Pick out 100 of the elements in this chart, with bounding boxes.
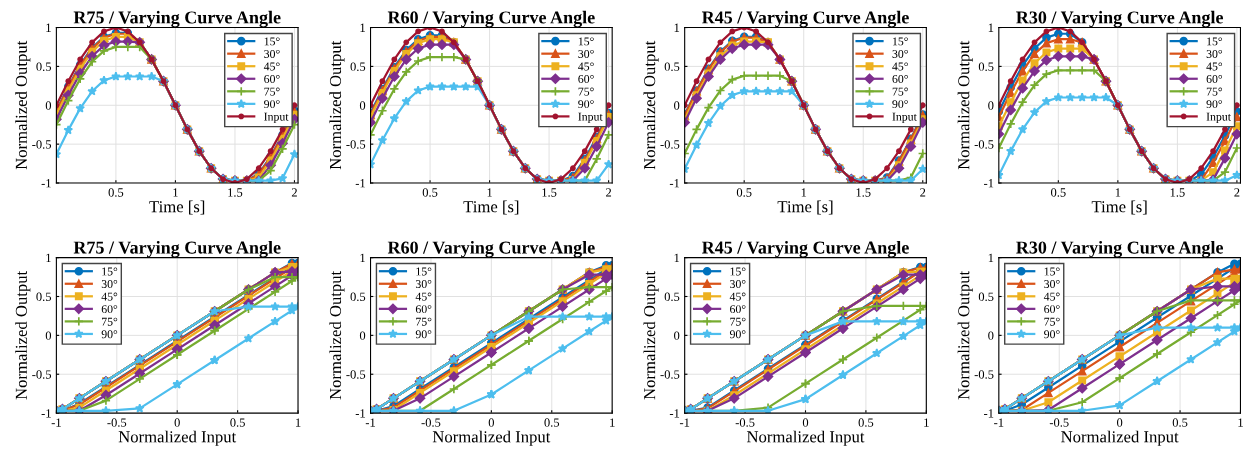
legend-label: 90° bbox=[415, 330, 432, 339]
legend-label: 75° bbox=[1044, 317, 1060, 326]
legend-label: 75° bbox=[416, 317, 432, 326]
x-tick-label: 1 bbox=[610, 418, 615, 427]
y-tick-label: -1 bbox=[669, 409, 680, 418]
y-tick-label: 1 bbox=[674, 23, 680, 32]
legend-label: 45° bbox=[1206, 62, 1223, 71]
y-tick-label: -1 bbox=[669, 179, 680, 188]
y-axis-title: Normalized Output bbox=[329, 40, 345, 170]
y-tick-label: -0.5 bbox=[346, 370, 366, 379]
y-tick-label: -1 bbox=[984, 409, 994, 418]
legend-label: 30° bbox=[101, 280, 118, 289]
legend-label: 75° bbox=[730, 317, 746, 326]
legend-label: 15° bbox=[264, 37, 280, 46]
legend-label: 30° bbox=[892, 49, 908, 58]
x-tick-label: 0.5 bbox=[544, 418, 560, 427]
y-tick-label: 0 bbox=[45, 331, 52, 340]
y-tick-label: 0 bbox=[674, 101, 680, 110]
x-tick-label: -0.5 bbox=[1049, 418, 1069, 427]
legend-label: 45° bbox=[578, 62, 594, 71]
legend-label: 45° bbox=[1043, 292, 1060, 301]
y-tick-label: 0.5 bbox=[350, 292, 366, 302]
legend-label: 60° bbox=[101, 305, 118, 314]
x-tick-label: 1 bbox=[1238, 418, 1243, 427]
y-tick-label: 0.5 bbox=[978, 292, 994, 302]
x-axis-title: Normalized Input bbox=[746, 430, 865, 446]
legend-label: 90° bbox=[101, 330, 118, 339]
y-tick-label: -0.5 bbox=[660, 370, 680, 379]
legend-label: 60° bbox=[892, 75, 908, 84]
x-axis-title: Normalized Input bbox=[1061, 430, 1179, 446]
x-tick-label: -1 bbox=[994, 418, 1004, 427]
legend-label: 90° bbox=[729, 330, 746, 339]
x-tick-label: 0 bbox=[488, 418, 494, 427]
y-tick-label: 1 bbox=[46, 23, 51, 32]
legend-label: 45° bbox=[892, 62, 908, 71]
chart-title: R75 / Varying Curve Angle bbox=[73, 240, 281, 258]
legend-label: Input bbox=[892, 112, 917, 124]
x-tick-label: 0.5 bbox=[230, 418, 245, 427]
y-tick-label: 1 bbox=[674, 253, 680, 262]
x-tick-label: 2 bbox=[606, 188, 612, 197]
y-tick-label: -0.5 bbox=[974, 370, 994, 379]
y-tick-label: 0 bbox=[988, 101, 994, 110]
y-tick-label: 0.5 bbox=[350, 62, 366, 71]
legend-label: 45° bbox=[415, 292, 432, 301]
y-axis-title: Normalized Output bbox=[329, 270, 345, 400]
legend-label: Input bbox=[264, 112, 289, 124]
legend-label: 60° bbox=[1044, 305, 1060, 314]
x-axis-title: Time [s] bbox=[463, 200, 519, 215]
legend-label: 15° bbox=[102, 267, 118, 276]
y-tick-label: 0.5 bbox=[664, 62, 680, 71]
chart-title: R30 / Varying Curve Angle bbox=[1016, 10, 1224, 28]
chart-title: R60 / Varying Curve Angle bbox=[387, 10, 595, 28]
y-tick-label: -1 bbox=[355, 409, 365, 418]
y-tick-label: -1 bbox=[355, 179, 365, 188]
legend-label: 90° bbox=[1206, 100, 1223, 109]
x-tick-label: -0.5 bbox=[735, 418, 755, 427]
y-tick-label: -0.5 bbox=[32, 370, 52, 379]
chart-title: R45 / Varying Curve Angle bbox=[701, 240, 909, 258]
chart-title: R45 / Varying Curve Angle bbox=[701, 10, 909, 28]
legend-label: 45° bbox=[101, 292, 118, 301]
legend-label: 30° bbox=[415, 280, 432, 289]
x-axis-title: Time [s] bbox=[777, 200, 833, 215]
x-tick-label: 0.5 bbox=[736, 188, 752, 197]
y-tick-label: 0.5 bbox=[978, 62, 994, 71]
legend-label: 30° bbox=[264, 49, 280, 58]
legend-label: 90° bbox=[578, 100, 594, 109]
y-axis-title: Normalized Output bbox=[957, 40, 973, 170]
legend-label: 75° bbox=[578, 87, 594, 96]
chart-title: R75 / Varying Curve Angle bbox=[73, 10, 281, 28]
legend-label: 60° bbox=[1206, 75, 1223, 84]
x-tick-label: 2 bbox=[920, 188, 926, 197]
x-tick-label: 0.5 bbox=[858, 418, 874, 427]
legend-label: 60° bbox=[730, 305, 746, 314]
legend-label: 15° bbox=[578, 37, 594, 46]
y-tick-label: 0 bbox=[674, 331, 680, 340]
x-tick-label: 0.5 bbox=[1172, 418, 1188, 427]
y-tick-label: 0 bbox=[359, 331, 366, 340]
legend-label: 75° bbox=[1206, 87, 1223, 96]
legend-label: 90° bbox=[1044, 330, 1060, 339]
y-axis-title: Normalized Output bbox=[643, 40, 659, 170]
legend-label: 15° bbox=[893, 37, 908, 46]
y-tick-label: 1 bbox=[360, 253, 365, 262]
y-tick-label: 0.5 bbox=[36, 62, 52, 71]
y-tick-label: 0 bbox=[45, 101, 52, 110]
x-axis-title: Time [s] bbox=[149, 200, 205, 215]
legend-label: 60° bbox=[578, 75, 594, 84]
x-tick-label: 1 bbox=[173, 188, 178, 197]
y-tick-label: 1 bbox=[46, 253, 51, 262]
x-tick-label: 0.5 bbox=[108, 188, 124, 197]
y-tick-label: -1 bbox=[41, 409, 51, 418]
legend-label: 60° bbox=[415, 305, 432, 314]
x-tick-label: -0.5 bbox=[107, 418, 127, 427]
y-axis-title: Normalized Output bbox=[15, 40, 31, 170]
x-axis-title: Normalized Input bbox=[118, 430, 237, 446]
legend-label: 75° bbox=[264, 87, 280, 96]
x-tick-label: 1.5 bbox=[542, 188, 557, 197]
legend-label: 90° bbox=[892, 100, 908, 109]
x-tick-label: 1 bbox=[296, 418, 301, 427]
legend-label: 30° bbox=[1044, 280, 1060, 289]
y-tick-label: 0.5 bbox=[36, 292, 52, 302]
